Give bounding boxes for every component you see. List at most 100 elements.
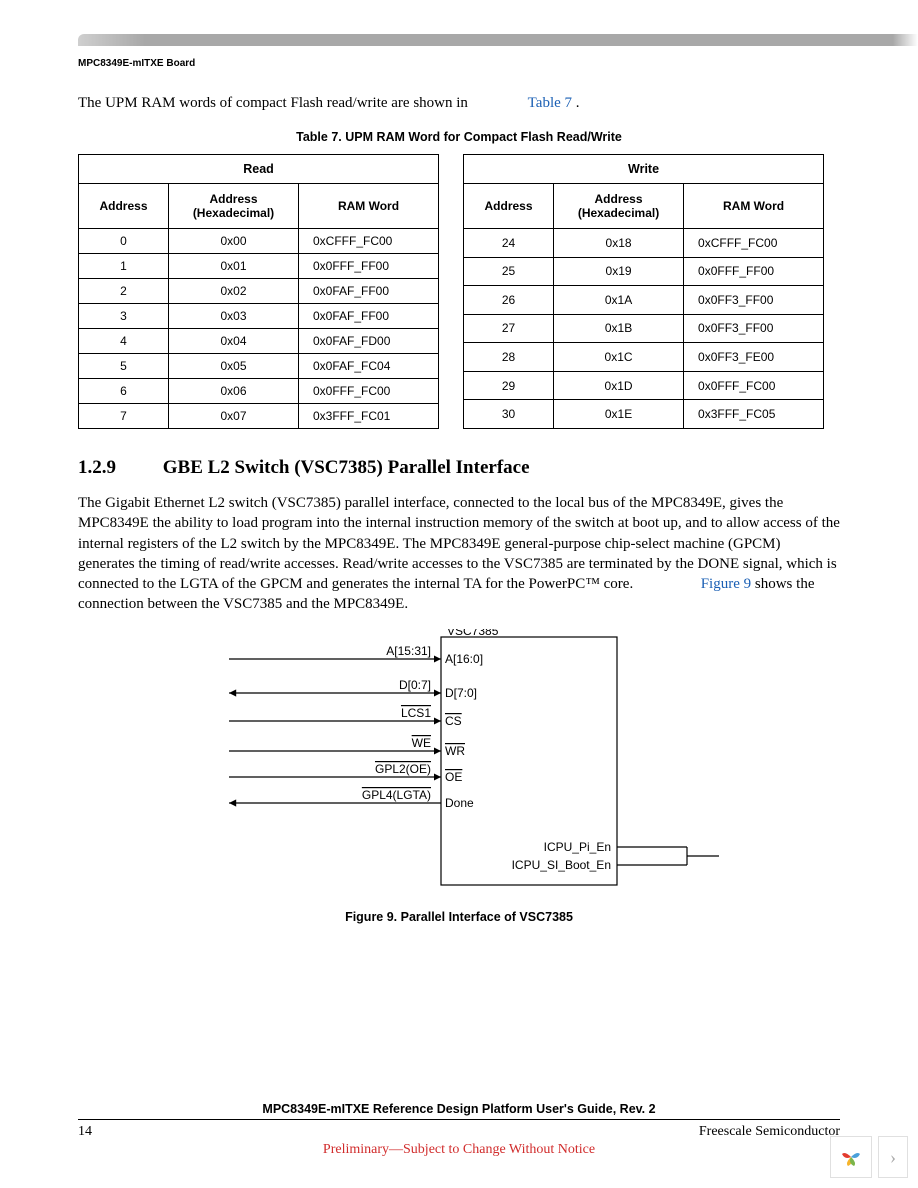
cell-hex: 0x1A bbox=[554, 286, 684, 315]
board-header: MPC8349E-mITXE Board bbox=[78, 58, 840, 69]
table-column-header: Address(Hexadecimal) bbox=[554, 184, 684, 229]
petal-logo-icon bbox=[838, 1144, 864, 1170]
chevron-right-icon: › bbox=[890, 1147, 896, 1168]
table-group-header: Write bbox=[464, 155, 824, 184]
footer-row: 14 Freescale Semiconductor bbox=[78, 1119, 840, 1140]
svg-text:VSC7385: VSC7385 bbox=[447, 629, 499, 638]
table-row: 20x020x0FAF_FF00 bbox=[79, 279, 439, 304]
svg-text:WE: WE bbox=[412, 736, 431, 750]
preliminary-notice: Preliminary—Subject to Change Without No… bbox=[0, 1142, 918, 1158]
cell-hex: 0x06 bbox=[169, 379, 299, 404]
cell-address: 30 bbox=[464, 400, 554, 429]
cell-ram-word: 0x3FFF_FC05 bbox=[684, 400, 824, 429]
cell-address: 28 bbox=[464, 343, 554, 372]
table-column-header: Address(Hexadecimal) bbox=[169, 184, 299, 229]
cell-address: 2 bbox=[79, 279, 169, 304]
table-group-header: Read bbox=[79, 155, 439, 184]
svg-text:A[15:31]: A[15:31] bbox=[386, 644, 431, 658]
next-page-button[interactable]: › bbox=[878, 1136, 908, 1178]
table-row: 290x1D0x0FFF_FC00 bbox=[464, 371, 824, 400]
cell-ram-word: 0x0FAF_FF00 bbox=[299, 304, 439, 329]
section-title: GBE L2 Switch (VSC7385) Parallel Interfa… bbox=[163, 457, 530, 478]
table-row: 240x180xCFFF_FC00 bbox=[464, 229, 824, 258]
cell-ram-word: 0x0FF3_FE00 bbox=[684, 343, 824, 372]
cell-ram-word: 0x0FFF_FF00 bbox=[299, 254, 439, 279]
table-row: 70x070x3FFF_FC01 bbox=[79, 404, 439, 429]
table-row: 50x050x0FAF_FC04 bbox=[79, 354, 439, 379]
cell-address: 5 bbox=[79, 354, 169, 379]
table-row: 300x1E0x3FFF_FC05 bbox=[464, 400, 824, 429]
svg-text:D[7:0]: D[7:0] bbox=[445, 686, 477, 700]
cell-address: 26 bbox=[464, 286, 554, 315]
cell-ram-word: 0x0FF3_FF00 bbox=[684, 286, 824, 315]
cell-address: 1 bbox=[79, 254, 169, 279]
document-page: MPC8349E-mITXE Board The UPM RAM words o… bbox=[0, 0, 918, 1188]
table-row: 00x000xCFFF_FC00 bbox=[79, 229, 439, 254]
section-heading: 1.2.9 GBE L2 Switch (VSC7385) Parallel I… bbox=[78, 457, 840, 479]
table-row: 60x060x0FFF_FC00 bbox=[79, 379, 439, 404]
logo-thumbnail[interactable] bbox=[830, 1136, 872, 1178]
svg-text:Done: Done bbox=[445, 796, 474, 810]
cell-hex: 0x1C bbox=[554, 343, 684, 372]
table-row: 40x040x0FAF_FD00 bbox=[79, 329, 439, 354]
svg-text:CS: CS bbox=[445, 714, 462, 728]
write-table: WriteAddressAddress(Hexadecimal)RAM Word… bbox=[463, 154, 824, 429]
svg-text:ICPU_Pi_En: ICPU_Pi_En bbox=[544, 840, 611, 854]
cell-address: 0 bbox=[79, 229, 169, 254]
table-row: 280x1C0x0FF3_FE00 bbox=[464, 343, 824, 372]
thumbnail-nav: › bbox=[830, 1136, 908, 1178]
figure9-diagram: VSC7385 A[15:31] D[0:7] LCS1 WE GPL2(OE) GPL4(… bbox=[199, 629, 719, 924]
svg-text:D[0:7]: D[0:7] bbox=[399, 678, 431, 692]
table-row: 260x1A0x0FF3_FF00 bbox=[464, 286, 824, 315]
figure9-svg: VSC7385 A[15:31] D[0:7] LCS1 WE GPL2(OE) GPL4(… bbox=[199, 629, 719, 889]
table-column-header: Address bbox=[464, 184, 554, 229]
figure9-link[interactable]: Figure 9 bbox=[701, 576, 751, 592]
cell-hex: 0x19 bbox=[554, 257, 684, 286]
cell-ram-word: 0x0FAF_FD00 bbox=[299, 329, 439, 354]
table-row: 270x1B0x0FF3_FF00 bbox=[464, 314, 824, 343]
footer-guide-title: MPC8349E-mITXE Reference Design Platform… bbox=[0, 1102, 918, 1116]
section-number: 1.2.9 bbox=[78, 457, 158, 479]
cell-hex: 0x1D bbox=[554, 371, 684, 400]
footer-vendor: Freescale Semiconductor bbox=[699, 1124, 840, 1140]
cell-hex: 0x01 bbox=[169, 254, 299, 279]
cell-address: 25 bbox=[464, 257, 554, 286]
svg-text:GPL4(LGTA): GPL4(LGTA) bbox=[362, 788, 431, 802]
section-paragraph: The Gigabit Ethernet L2 switch (VSC7385)… bbox=[78, 493, 840, 615]
cell-ram-word: 0x0FFF_FC00 bbox=[684, 371, 824, 400]
table-row: 250x190x0FFF_FF00 bbox=[464, 257, 824, 286]
table7-link[interactable]: Table 7 bbox=[528, 95, 572, 111]
page-number: 14 bbox=[78, 1124, 92, 1140]
cell-hex: 0x07 bbox=[169, 404, 299, 429]
table-row: 10x010x0FFF_FF00 bbox=[79, 254, 439, 279]
cell-hex: 0x02 bbox=[169, 279, 299, 304]
svg-text:LCS1: LCS1 bbox=[401, 706, 431, 720]
cell-hex: 0x04 bbox=[169, 329, 299, 354]
cell-ram-word: 0x0FFF_FF00 bbox=[684, 257, 824, 286]
cell-address: 7 bbox=[79, 404, 169, 429]
cell-address: 4 bbox=[79, 329, 169, 354]
cell-ram-word: 0x0FFF_FC00 bbox=[299, 379, 439, 404]
svg-text:WR: WR bbox=[445, 744, 465, 758]
figure9-caption: Figure 9. Parallel Interface of VSC7385 bbox=[199, 910, 719, 924]
header-stripe bbox=[78, 34, 918, 46]
svg-text:ICPU_SI_Boot_En: ICPU_SI_Boot_En bbox=[512, 858, 611, 872]
table-row: 30x030x0FAF_FF00 bbox=[79, 304, 439, 329]
cell-address: 3 bbox=[79, 304, 169, 329]
cell-hex: 0x1B bbox=[554, 314, 684, 343]
table7-caption: Table 7. UPM RAM Word for Compact Flash … bbox=[78, 130, 840, 144]
cell-ram-word: 0x0FF3_FF00 bbox=[684, 314, 824, 343]
cell-hex: 0x03 bbox=[169, 304, 299, 329]
cell-address: 29 bbox=[464, 371, 554, 400]
table-column-header: Address bbox=[79, 184, 169, 229]
table-column-header: RAM Word bbox=[684, 184, 824, 229]
cell-ram-word: 0x3FFF_FC01 bbox=[299, 404, 439, 429]
svg-text:GPL2(OE): GPL2(OE) bbox=[375, 762, 431, 776]
cell-hex: 0x05 bbox=[169, 354, 299, 379]
intro-prefix: The UPM RAM words of compact Flash read/… bbox=[78, 95, 468, 111]
cell-address: 6 bbox=[79, 379, 169, 404]
cell-ram-word: 0x0FAF_FC04 bbox=[299, 354, 439, 379]
cell-hex: 0x00 bbox=[169, 229, 299, 254]
svg-text:OE: OE bbox=[445, 770, 462, 784]
cell-hex: 0x1E bbox=[554, 400, 684, 429]
